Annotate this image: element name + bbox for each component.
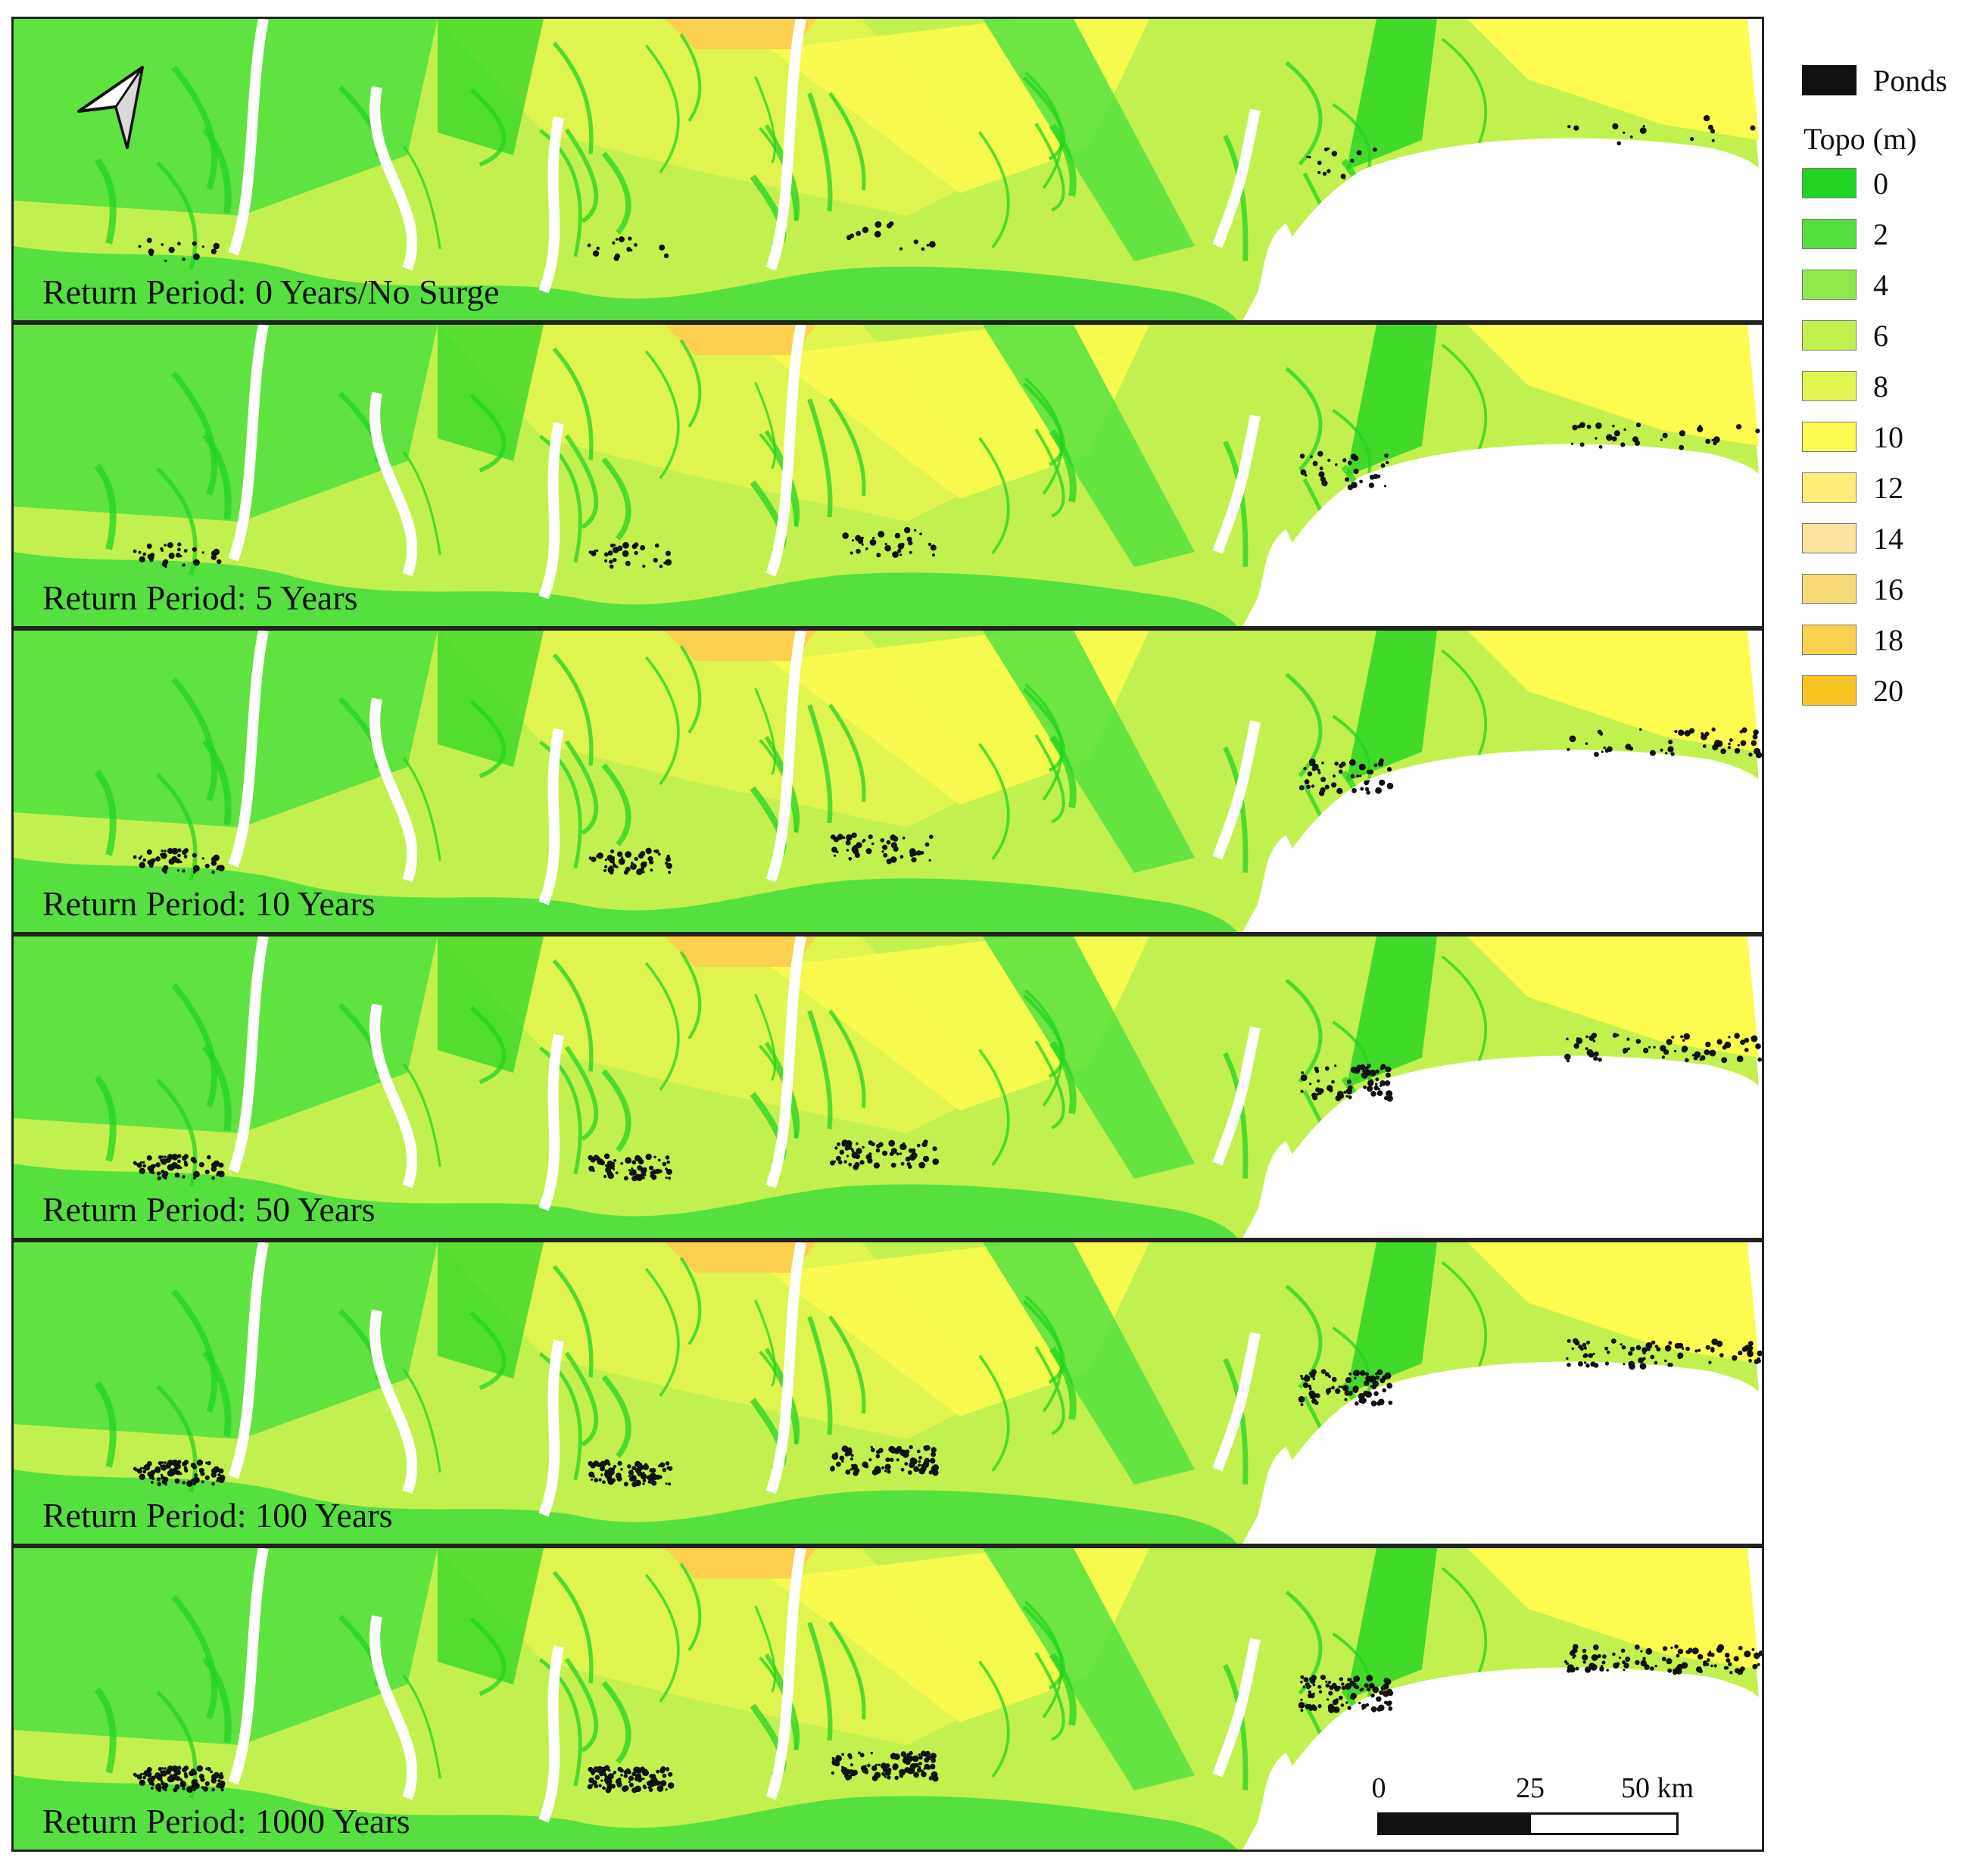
legend-class: 16 bbox=[1802, 571, 1903, 607]
legend-class: 8 bbox=[1802, 368, 1888, 404]
map-panel-50yr: Return Period: 50 Years bbox=[11, 934, 1764, 1240]
topo-map bbox=[14, 631, 1762, 932]
north-arrow-icon bbox=[77, 66, 144, 149]
legend-swatch bbox=[1802, 523, 1857, 553]
panel-label: Return Period: 5 Years bbox=[42, 578, 358, 617]
legend-class-label: 0 bbox=[1873, 166, 1888, 201]
topo-map bbox=[14, 936, 1762, 1238]
panel-label: Return Period: 1000 Years bbox=[42, 1802, 410, 1840]
legend-class: 18 bbox=[1802, 622, 1903, 658]
scale-bar-black-segment bbox=[1377, 1812, 1529, 1835]
legend-ponds-label: Ponds bbox=[1873, 63, 1947, 98]
panel-label: Return Period: 100 Years bbox=[42, 1496, 393, 1535]
legend-swatch bbox=[1802, 422, 1857, 452]
scale-label: 25 bbox=[1516, 1772, 1545, 1804]
legend-swatch bbox=[1802, 219, 1857, 249]
panel-label: Return Period: 50 Years bbox=[42, 1190, 376, 1229]
legend-class-label: 2 bbox=[1873, 217, 1888, 251]
legend-class: 4 bbox=[1802, 266, 1888, 303]
legend-swatch bbox=[1802, 270, 1857, 300]
scale-bar-white-segment bbox=[1529, 1812, 1679, 1835]
legend-class-label: 20 bbox=[1873, 673, 1903, 708]
topo-map bbox=[14, 1548, 1762, 1850]
legend-swatch bbox=[1802, 168, 1857, 198]
map-panel-5yr: Return Period: 5 Years bbox=[11, 323, 1764, 628]
panel-label: Return Period: 10 Years bbox=[42, 884, 376, 923]
legend-class-label: 6 bbox=[1873, 318, 1888, 353]
map-panel-10yr: Return Period: 10 Years bbox=[11, 628, 1764, 934]
legend-class: 20 bbox=[1802, 672, 1903, 709]
legend-swatch bbox=[1802, 675, 1857, 706]
map-panel-1000yr: Return Period: 1000 Years bbox=[11, 1546, 1764, 1852]
legend-class-label: 4 bbox=[1873, 267, 1888, 302]
legend-class: 10 bbox=[1802, 419, 1903, 455]
topo-map bbox=[14, 1242, 1762, 1544]
map-panel-0yr: Return Period: 0 Years/No Surge bbox=[11, 17, 1764, 323]
ponds-swatch bbox=[1802, 65, 1857, 95]
panel-label: Return Period: 0 Years/No Surge bbox=[42, 273, 500, 311]
topo-map bbox=[14, 325, 1762, 626]
scale-bar: 0 25 50 km bbox=[1371, 1772, 1694, 1840]
legend-class-label: 10 bbox=[1873, 419, 1903, 454]
legend-class-label: 18 bbox=[1873, 622, 1903, 657]
legend-class-label: 12 bbox=[1873, 470, 1903, 505]
scale-label: 0 bbox=[1371, 1772, 1386, 1804]
legend-class: 6 bbox=[1802, 317, 1888, 354]
legend-class: 2 bbox=[1802, 216, 1888, 252]
legend-swatch bbox=[1802, 574, 1857, 604]
legend-class-label: 8 bbox=[1873, 369, 1888, 404]
legend-class-label: 14 bbox=[1873, 521, 1903, 556]
legend-class: 0 bbox=[1802, 165, 1888, 201]
legend-topo-title: Topo (m) bbox=[1804, 122, 1917, 156]
legend-swatch bbox=[1802, 625, 1857, 655]
legend-swatch bbox=[1802, 472, 1857, 503]
topo-map bbox=[14, 19, 1762, 320]
legend-swatch bbox=[1802, 371, 1857, 401]
legend-ponds: Ponds bbox=[1802, 62, 1947, 98]
legend-swatch bbox=[1802, 320, 1857, 351]
map-panel-100yr: Return Period: 100 Years bbox=[11, 1240, 1764, 1546]
legend-class: 12 bbox=[1802, 469, 1903, 506]
scale-label: 50 km bbox=[1620, 1772, 1694, 1804]
legend-class-label: 16 bbox=[1873, 572, 1903, 606]
legend-class: 14 bbox=[1802, 520, 1903, 556]
